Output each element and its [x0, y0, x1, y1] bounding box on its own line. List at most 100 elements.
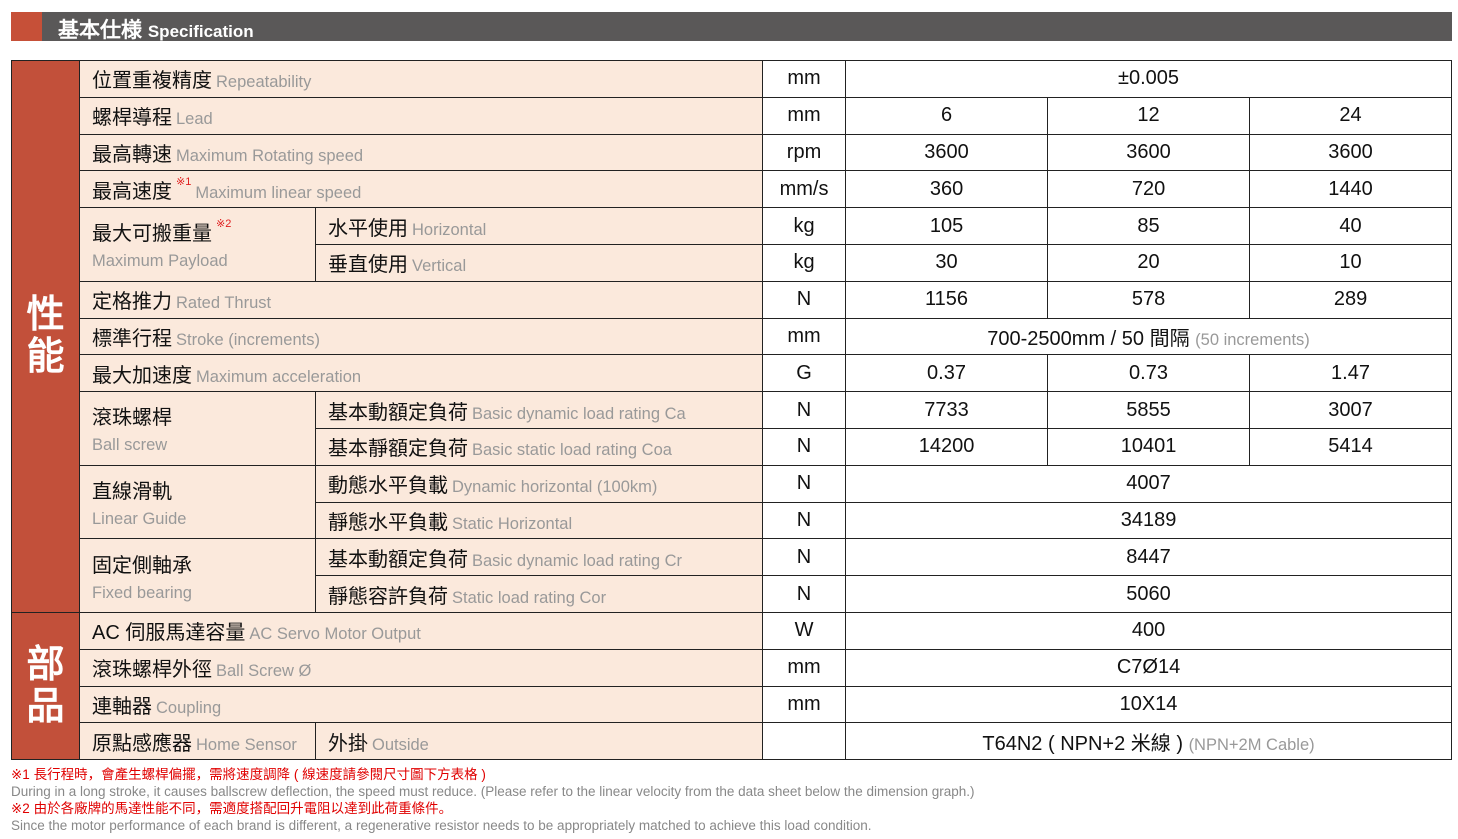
value-text: 5060: [1126, 582, 1171, 605]
label-zh: 最高速度: [92, 180, 172, 203]
spec-label: 定格推力 Rated Thrust: [78, 280, 764, 319]
unit-cell: N: [762, 391, 847, 429]
value-cell: 1440: [1249, 170, 1453, 209]
spec-label: 固定側軸承 Fixed bearing: [79, 538, 316, 613]
spec-label: 螺桿導程 Lead: [78, 96, 764, 135]
spec-label: 基本靜額定負荷 Basic static load rating Coa: [314, 427, 764, 466]
label-en: Horizontal: [412, 220, 487, 239]
spec-label: 最高速度 ※1Maximum linear speed: [78, 170, 764, 209]
value-cell: ±0.005: [845, 60, 1453, 98]
table-row: 固定側軸承 Fixed bearing 基本動額定負荷 Basic dynamic l…: [12, 538, 1453, 613]
group-char: 性: [26, 294, 65, 337]
value-en: (50 increments): [1195, 330, 1310, 349]
value-cell: 14200: [845, 427, 1049, 466]
value-cell: 5855: [1047, 391, 1251, 429]
label-zh: 直線滑軌: [92, 481, 172, 504]
table-row: 連軸器 Coupling mm 10X14: [12, 685, 1453, 724]
label-en: Home Sensor: [196, 735, 297, 754]
spec-table: 性能位置重複精度 Repeatability mm ±0.005 螺桿導程 Lead mm 6…: [11, 60, 1453, 761]
value-text: T64N2 ( NPN+2 米線 ): [982, 732, 1183, 755]
unit-cell: G: [762, 354, 847, 393]
label-en: Maximum Rotating speed: [176, 146, 364, 165]
label-en: Coupling: [156, 698, 222, 717]
value-cell: 3600: [1249, 133, 1453, 172]
label-zh: 最高轉速: [92, 143, 172, 166]
spec-label: AC 伺服馬達容量 AC Servo Motor Output: [78, 611, 764, 650]
value-cell: 10: [1249, 243, 1453, 282]
value-cell: 7733: [845, 391, 1049, 429]
unit-cell: mm: [762, 648, 847, 687]
value-cell: T64N2 ( NPN+2 米線 ) (NPN+2M Cable): [845, 722, 1453, 761]
value-cell: 400: [845, 611, 1453, 650]
value-cell: 700-2500mm / 50 間隔 (50 increments): [845, 317, 1453, 356]
table-row: 部品 AC 伺服馬達容量 AC Servo Motor Output W 400: [11, 611, 1453, 761]
value-cell: 30: [845, 243, 1049, 282]
label-en: Dynamic horizontal (100km): [452, 478, 658, 497]
value-cell: 0.37: [845, 354, 1049, 393]
label-zh: 標準行程: [92, 327, 172, 350]
value-cell: 85: [1047, 207, 1251, 245]
value-cell: 6: [845, 96, 1049, 135]
spec-label: 最高轉速 Maximum Rotating speed: [78, 133, 764, 172]
label-zh: 最大可搬重量: [92, 223, 212, 246]
spec-label: 位置重複精度 Repeatability: [78, 60, 764, 98]
group-label: 部品: [11, 611, 80, 761]
value-cell: 20: [1047, 243, 1251, 282]
label-en: Static load rating Cor: [452, 588, 607, 607]
section-title: 基本仕様 Specification: [58, 14, 254, 44]
value-cell: 8447: [845, 538, 1453, 577]
value-text: C7Ø14: [1116, 656, 1181, 679]
table-row: 性能位置重複精度 Repeatability mm ±0.005: [11, 60, 1453, 613]
label-en: Basic dynamic load rating Cr: [472, 551, 683, 570]
value-cell: 289: [1249, 280, 1453, 319]
label-en: Fixed bearing: [92, 583, 192, 602]
value-cell: 360: [845, 170, 1049, 209]
label-zh: 固定側軸承: [92, 554, 192, 577]
label-en: Static Horizontal: [452, 514, 573, 533]
unit-cell: kg: [762, 207, 847, 245]
label-en: Stroke (increments): [176, 330, 320, 349]
spec-label: 標準行程 Stroke (increments): [78, 317, 764, 356]
label-zh: 動態水平負載: [328, 475, 448, 498]
label-zh: 基本動額定負荷: [328, 548, 468, 571]
group-label: 性能: [11, 60, 80, 613]
table-row: 垂直使用 Vertical kg 30 20 10: [12, 243, 1453, 282]
label-zh: 位置重複精度: [92, 70, 212, 93]
unit-cell: mm: [762, 317, 847, 356]
unit-cell: rpm: [762, 133, 847, 172]
spec-label: 基本動額定負荷 Basic dynamic load rating Ca: [314, 391, 764, 429]
value-cell: 34189: [845, 501, 1453, 540]
spec-label: 滾珠螺桿 Ball screw: [79, 391, 316, 466]
unit-cell: [762, 722, 847, 761]
table-row: 最高速度 ※1Maximum linear speed mm/s 360 720 1440: [12, 170, 1453, 209]
value-cell: 12: [1047, 96, 1251, 135]
unit-cell: N: [762, 538, 847, 577]
unit-cell: N: [762, 280, 847, 319]
footnotes: ※1 長行程時，會產生螺桿偏擺，需將速度調降 ( 線速度請參閱尺寸圖下方表格 )…: [11, 766, 975, 834]
table-row: 直線滑軌 Linear Guide 動態水平負載 Dynamic horizontal…: [12, 464, 1453, 540]
group-char: 品: [26, 686, 65, 729]
label-zh: 連軸器: [92, 695, 152, 718]
table-row: 滾珠螺桿 Ball screw 基本動額定負荷 Basic dynamic load …: [12, 391, 1453, 466]
label-en: Ball screw: [92, 436, 168, 455]
unit-cell: W: [762, 611, 847, 650]
label-en: Ball Screw Ø: [216, 662, 312, 681]
group-char: 能: [26, 336, 65, 379]
value-cell: 0.73: [1047, 354, 1251, 393]
unit-cell: kg: [762, 243, 847, 282]
footnote-ref: ※2: [216, 218, 232, 231]
value-en: (NPN+2M Cable): [1188, 735, 1315, 754]
value-cell: 4007: [845, 464, 1453, 503]
spec-label: 靜態容許負荷 Static load rating Cor: [314, 575, 764, 613]
label-en: AC Servo Motor Output: [249, 625, 421, 644]
label-en: Repeatability: [216, 73, 312, 92]
label-en: Outside: [372, 735, 429, 754]
table-row: 基本靜額定負荷 Basic static load rating Coa N 1420…: [12, 427, 1453, 466]
table-row: 靜態水平負載 Static Horizontal N 34189: [12, 501, 1453, 540]
group-char: 部: [26, 644, 65, 687]
label-zh: 靜態容許負荷: [328, 585, 448, 608]
footnote-line: Since the motor performance of each bran…: [11, 818, 872, 833]
table-row: 靜態容許負荷 Static load rating Cor N 5060: [12, 575, 1453, 613]
label-en: Vertical: [412, 257, 467, 276]
